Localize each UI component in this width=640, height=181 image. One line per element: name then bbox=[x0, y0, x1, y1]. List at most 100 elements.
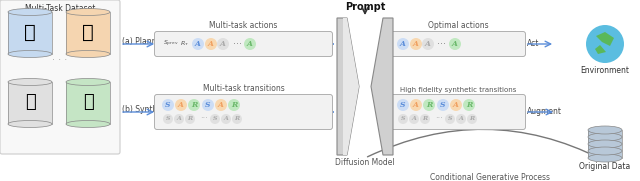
Text: (a) Planning: (a) Planning bbox=[122, 37, 168, 47]
Circle shape bbox=[422, 38, 434, 50]
Circle shape bbox=[174, 114, 184, 124]
Text: A: A bbox=[413, 101, 419, 109]
Ellipse shape bbox=[8, 9, 52, 16]
Text: ···: ··· bbox=[232, 39, 241, 49]
Ellipse shape bbox=[588, 154, 622, 162]
Circle shape bbox=[162, 99, 174, 111]
Circle shape bbox=[205, 38, 217, 50]
Circle shape bbox=[450, 99, 462, 111]
Bar bbox=[8, 82, 52, 124]
Text: A: A bbox=[425, 40, 431, 48]
Polygon shape bbox=[343, 18, 359, 155]
Ellipse shape bbox=[66, 9, 110, 16]
Text: R: R bbox=[231, 101, 237, 109]
Text: A: A bbox=[177, 117, 181, 121]
Text: A: A bbox=[178, 101, 184, 109]
Circle shape bbox=[397, 38, 409, 50]
Ellipse shape bbox=[8, 50, 52, 58]
Text: Multi-task transitions: Multi-task transitions bbox=[203, 84, 284, 93]
Ellipse shape bbox=[588, 140, 622, 148]
Circle shape bbox=[467, 114, 477, 124]
Text: A: A bbox=[453, 101, 459, 109]
Bar bbox=[8, 12, 52, 54]
Polygon shape bbox=[596, 32, 614, 46]
Text: High fidelity synthetic transitions: High fidelity synthetic transitions bbox=[400, 87, 516, 93]
Circle shape bbox=[217, 38, 229, 50]
Ellipse shape bbox=[8, 79, 52, 85]
Circle shape bbox=[188, 99, 200, 111]
Text: 🏃: 🏃 bbox=[24, 22, 36, 41]
Ellipse shape bbox=[66, 79, 110, 85]
Text: S: S bbox=[400, 101, 406, 109]
FancyBboxPatch shape bbox=[154, 31, 333, 56]
Text: A: A bbox=[223, 117, 228, 121]
Text: 🏏: 🏏 bbox=[83, 93, 93, 111]
Text: A: A bbox=[400, 40, 406, 48]
Text: R: R bbox=[426, 101, 432, 109]
Text: A: A bbox=[459, 117, 463, 121]
Circle shape bbox=[192, 38, 204, 50]
Text: $S_{\rm prev}$: $S_{\rm prev}$ bbox=[163, 38, 179, 49]
Circle shape bbox=[232, 114, 242, 124]
Text: R: R bbox=[234, 117, 239, 121]
Circle shape bbox=[185, 114, 195, 124]
Text: 🚴: 🚴 bbox=[82, 22, 94, 41]
Text: S: S bbox=[205, 101, 211, 109]
Ellipse shape bbox=[66, 50, 110, 58]
Text: R: R bbox=[466, 101, 472, 109]
Circle shape bbox=[210, 114, 220, 124]
Text: Optimal actions: Optimal actions bbox=[428, 21, 488, 30]
Circle shape bbox=[244, 38, 256, 50]
FancyBboxPatch shape bbox=[0, 0, 120, 154]
Circle shape bbox=[423, 99, 435, 111]
Text: A: A bbox=[218, 101, 224, 109]
FancyBboxPatch shape bbox=[154, 94, 333, 129]
Text: S: S bbox=[165, 101, 171, 109]
Text: Multi-task actions: Multi-task actions bbox=[209, 21, 278, 30]
Text: A: A bbox=[208, 40, 214, 48]
Text: ···: ··· bbox=[438, 39, 447, 49]
Text: S: S bbox=[166, 117, 170, 121]
Text: S: S bbox=[448, 117, 452, 121]
Circle shape bbox=[420, 114, 430, 124]
Text: Original Data: Original Data bbox=[579, 162, 630, 171]
Circle shape bbox=[397, 99, 409, 111]
Circle shape bbox=[586, 25, 624, 63]
Text: 🤖: 🤖 bbox=[24, 93, 35, 111]
Text: R: R bbox=[422, 117, 428, 121]
Text: $R_{\tau}$: $R_{\tau}$ bbox=[180, 39, 189, 48]
Text: S: S bbox=[440, 101, 445, 109]
Circle shape bbox=[463, 99, 475, 111]
Ellipse shape bbox=[66, 121, 110, 127]
Circle shape bbox=[449, 38, 461, 50]
Text: R: R bbox=[188, 117, 193, 121]
Text: A: A bbox=[412, 117, 417, 121]
Text: A: A bbox=[195, 40, 201, 48]
Bar bbox=[588, 130, 622, 158]
Circle shape bbox=[221, 114, 231, 124]
Polygon shape bbox=[337, 18, 359, 155]
Circle shape bbox=[456, 114, 466, 124]
Text: S: S bbox=[401, 117, 405, 121]
Circle shape bbox=[175, 99, 187, 111]
Ellipse shape bbox=[588, 147, 622, 155]
Text: ···: ··· bbox=[200, 115, 208, 123]
Text: Environment: Environment bbox=[580, 66, 630, 75]
Text: A: A bbox=[413, 40, 419, 48]
Text: Act: Act bbox=[527, 39, 540, 49]
FancyBboxPatch shape bbox=[390, 94, 525, 129]
Text: Multi-Task Dataset: Multi-Task Dataset bbox=[25, 4, 95, 13]
Circle shape bbox=[398, 114, 408, 124]
Text: . . .: . . . bbox=[52, 52, 68, 62]
Circle shape bbox=[410, 99, 422, 111]
Circle shape bbox=[409, 114, 419, 124]
Polygon shape bbox=[371, 18, 393, 155]
Ellipse shape bbox=[588, 126, 622, 134]
FancyBboxPatch shape bbox=[390, 31, 525, 56]
Polygon shape bbox=[595, 45, 606, 54]
Circle shape bbox=[410, 38, 422, 50]
Text: R: R bbox=[191, 101, 197, 109]
Circle shape bbox=[437, 99, 449, 111]
Text: Diffusion Model: Diffusion Model bbox=[335, 158, 395, 167]
Text: Prompt: Prompt bbox=[345, 2, 385, 12]
